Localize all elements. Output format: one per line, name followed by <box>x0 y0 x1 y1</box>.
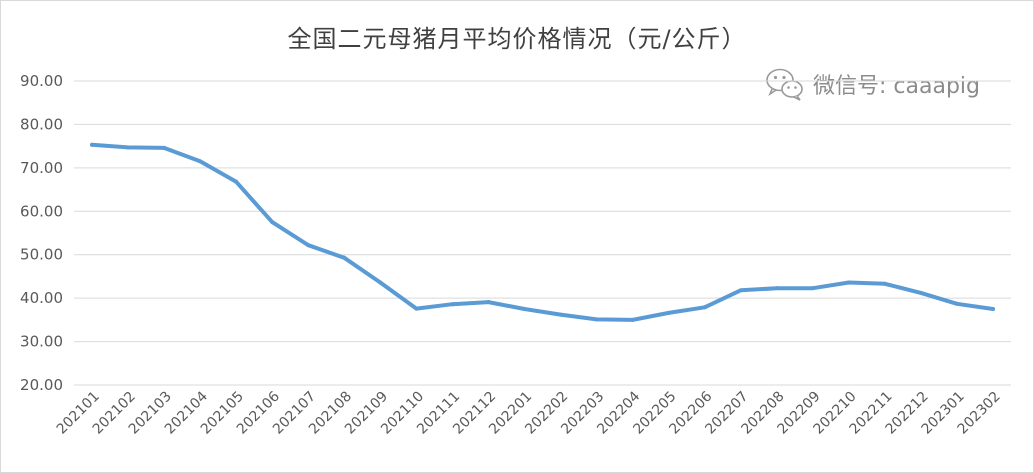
data-point <box>342 255 347 260</box>
data-point <box>414 306 419 311</box>
y-tick-label: 60.00 <box>20 202 63 220</box>
data-point <box>702 305 707 310</box>
data-point <box>270 220 275 225</box>
data-point <box>126 145 131 150</box>
data-point <box>810 286 815 291</box>
data-point <box>198 159 203 164</box>
data-point <box>666 310 671 315</box>
series-line <box>90 142 995 322</box>
data-point <box>990 307 995 311</box>
watermark-text: 微信号: caaapig <box>813 74 980 99</box>
data-point <box>450 302 455 307</box>
data-point <box>954 301 959 306</box>
data-point <box>630 317 635 322</box>
data-point <box>162 145 167 150</box>
y-tick-label: 50.00 <box>20 246 63 264</box>
data-point <box>522 307 527 311</box>
data-point <box>486 300 491 305</box>
data-point <box>90 142 95 147</box>
y-tick-label: 70.00 <box>20 159 63 177</box>
data-point <box>738 288 743 293</box>
y-tick-label: 30.00 <box>20 333 63 351</box>
data-point <box>882 281 887 286</box>
y-tick-label: 90.00 <box>20 72 63 90</box>
data-point <box>594 317 599 322</box>
data-point <box>378 280 383 285</box>
data-point <box>234 179 239 184</box>
data-point <box>306 243 311 248</box>
chart-title: 全国二元母猪月平均价格情况（元/公斤） <box>287 25 747 53</box>
data-point <box>774 286 779 291</box>
y-tick-label: 20.00 <box>20 376 63 394</box>
data-point <box>558 312 563 317</box>
data-point <box>846 280 851 285</box>
y-tick-label: 40.00 <box>20 289 63 307</box>
y-tick-label: 80.00 <box>20 115 63 133</box>
data-point <box>918 290 923 295</box>
